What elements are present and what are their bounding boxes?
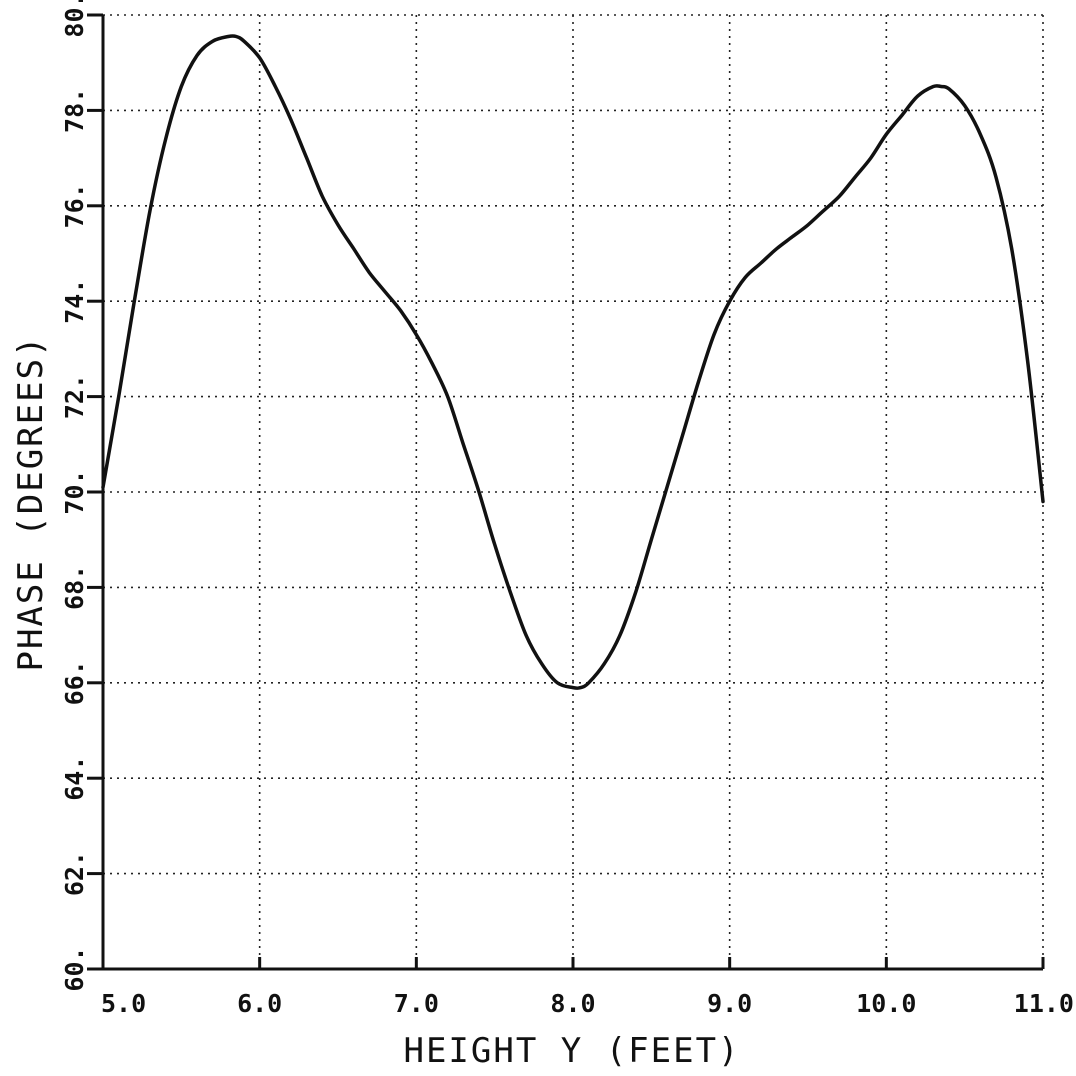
y-tick-label: 80.: [60, 0, 89, 38]
y-tick-label: 76.: [60, 183, 89, 228]
y-tick-label: 78.: [60, 88, 89, 133]
x-tick-label: 7.0: [394, 989, 439, 1018]
x-tick-label: 8.0: [550, 989, 595, 1018]
series: [101, 34, 1045, 690]
tick-marks: [87, 13, 1045, 971]
x-tick-label: 10.0: [856, 989, 916, 1018]
y-tick-label: 62.: [60, 851, 89, 896]
y-axis-title: PHASE (DEGREES): [11, 334, 51, 671]
y-tick-label: 66.: [60, 660, 89, 705]
y-tick-label: 64.: [60, 756, 89, 801]
x-tick-label: 9.0: [707, 989, 752, 1018]
x-tick-label: 6.0: [237, 989, 282, 1018]
phase-curve-line: [101, 34, 1045, 690]
y-tick-labels: 60. 62. 64. 66. 68. 70. 72. 74. 76. 78. 80.: [60, 0, 89, 992]
y-tick-label: 60.: [60, 946, 89, 991]
x-tick-label: 5.0: [101, 989, 146, 1018]
y-tick-label: 70.: [60, 469, 89, 514]
x-axis-title: HEIGHT Y (FEET): [403, 1031, 740, 1071]
grid-lines: [103, 14, 1044, 969]
x-tick-labels: 5.0 6.0 7.0 8.0 9.0 10.0 11.0: [101, 989, 1074, 1018]
x-tick-label: 11.0: [1014, 989, 1074, 1018]
y-tick-label: 68.: [60, 565, 89, 610]
y-tick-label: 74.: [60, 279, 89, 324]
y-tick-label: 72.: [60, 374, 89, 419]
